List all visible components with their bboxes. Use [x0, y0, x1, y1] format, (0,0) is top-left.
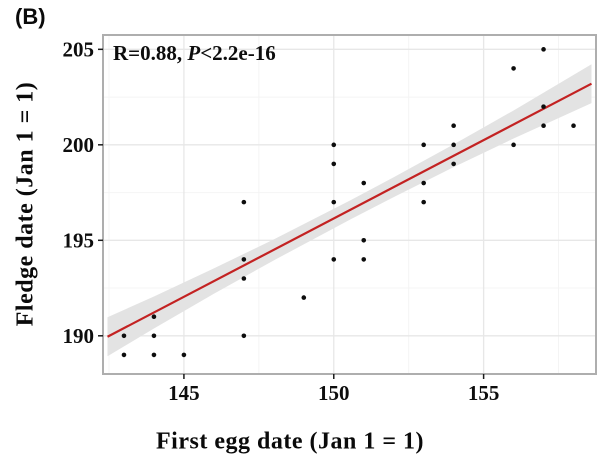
y-tick-label: 205	[63, 37, 95, 61]
data-point	[511, 142, 516, 148]
p-symbol: P	[187, 41, 201, 65]
data-point	[361, 238, 367, 243]
x-tick-label: 155	[468, 381, 500, 405]
data-point	[421, 180, 426, 186]
r-value-text: R=0.88,	[113, 41, 188, 65]
data-point	[451, 142, 456, 148]
data-point	[151, 333, 157, 339]
stats-annotation: R=0.88, P<2.2e-16	[113, 41, 276, 66]
data-point	[451, 123, 456, 129]
data-point	[241, 199, 247, 205]
data-point	[331, 161, 337, 167]
panel-label: (B)	[15, 4, 46, 29]
data-point	[121, 352, 127, 358]
regression-line	[106, 82, 593, 338]
data-point	[151, 352, 157, 358]
data-point	[181, 352, 187, 358]
data-point	[511, 66, 516, 71]
x-axis-label: First egg date (Jan 1 = 1)	[156, 428, 424, 455]
data-point	[421, 199, 426, 205]
y-tick-label: 195	[63, 228, 95, 252]
data-point	[361, 257, 367, 262]
data-point	[421, 142, 426, 148]
data-point	[451, 161, 456, 167]
y-tick-label: 200	[63, 133, 95, 157]
x-tick-label: 145	[168, 381, 200, 405]
data-point	[151, 314, 157, 320]
y-tick-label: 190	[63, 324, 95, 348]
data-point	[121, 333, 127, 339]
data-point	[241, 257, 247, 262]
data-point	[331, 142, 337, 148]
data-point	[571, 123, 576, 129]
data-point	[241, 333, 247, 339]
data-point	[541, 104, 546, 109]
panel-border	[102, 34, 597, 375]
data-point	[241, 276, 247, 281]
p-value-text: <2.2e-16	[200, 41, 276, 65]
x-tick-label: 150	[318, 381, 350, 405]
data-point	[301, 295, 307, 300]
data-point	[541, 47, 546, 52]
data-point	[331, 199, 337, 205]
data-point	[541, 123, 546, 129]
data-point	[331, 257, 337, 262]
data-point	[361, 180, 367, 186]
